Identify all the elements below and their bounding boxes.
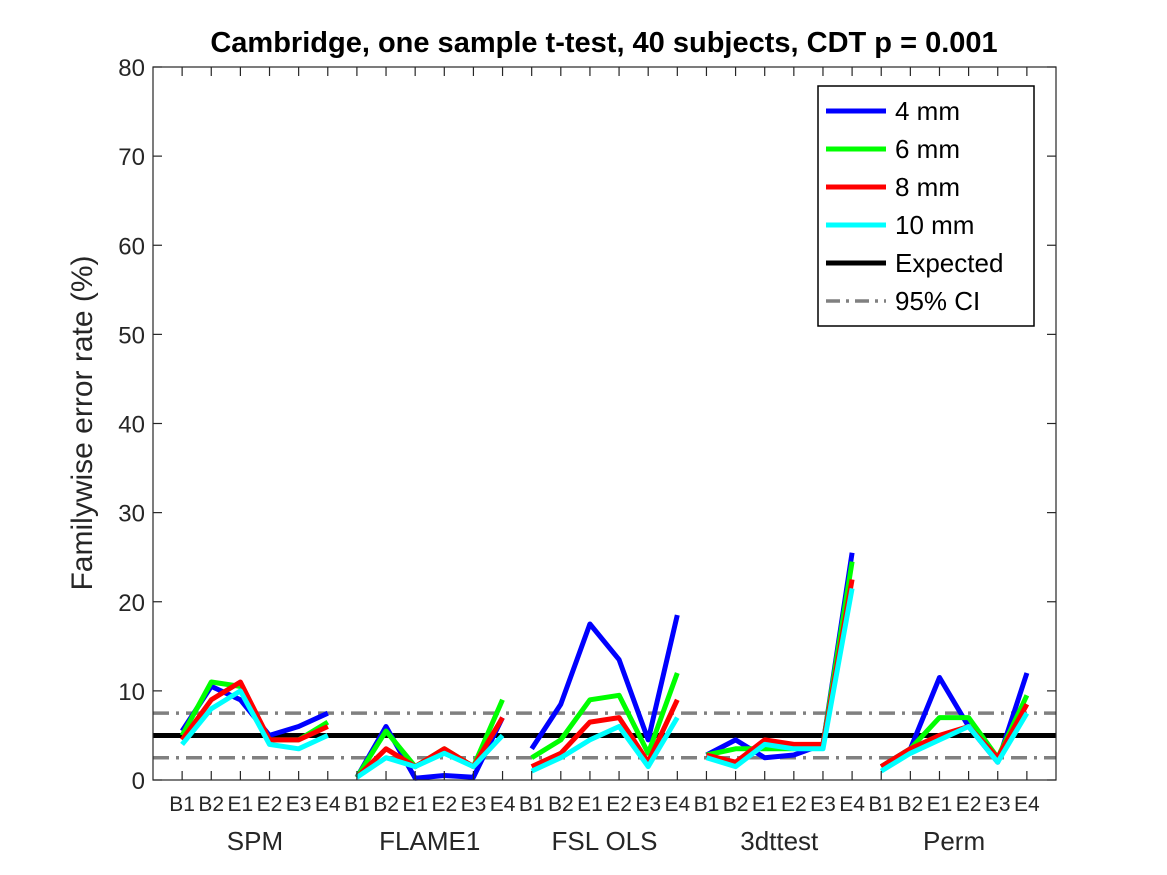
x-tick-label-18: B1 [694,793,720,816]
legend-label-1: 6 mm [895,134,960,164]
x-tick-label-21: E2 [781,793,807,816]
x-tick-label-24: B1 [868,793,894,816]
series-line-3-group-3 [705,587,855,770]
x-tick-label-8: E1 [402,793,428,816]
group-label-3: 3dttest [740,826,819,856]
series-line-3-group-0 [180,688,329,752]
y-tick-label-4: 40 [118,412,145,439]
axes [152,66,1057,781]
x-tick-label-10: E3 [461,793,487,816]
x-tick-label-14: E1 [577,793,603,816]
y-axis-label: Familywise error rate (%) [66,255,99,590]
x-tick-label-3: E2 [257,793,283,816]
x-tick-label-13: B2 [548,793,574,816]
series-line-3-group-1 [355,733,505,780]
x-tick-label-25: B2 [898,793,924,816]
x-tick-label-12: B1 [519,793,545,816]
series-line-3-group-4 [879,711,1030,774]
y-tick-label-0: 0 [132,768,145,795]
series-line-1-group-2 [530,672,680,760]
legend-label-0: 4 mm [895,96,960,126]
x-tick-label-20: E1 [752,793,778,816]
x-tick-label-22: E3 [810,793,836,816]
x-tick-label-16: E3 [635,793,661,816]
x-tick-label-23: E4 [839,793,865,816]
x-tick-label-4: E3 [286,793,312,816]
x-tick-label-1: B2 [198,793,224,816]
x-tick-label-15: E2 [606,793,632,816]
group-label-1: FLAME1 [379,826,480,856]
y-tick-label-1: 10 [118,679,145,706]
chart-title: Cambridge, one sample t-test, 40 subject… [210,27,997,59]
series-line-0-group-2 [529,614,680,751]
legend-box [817,85,1035,327]
x-tick-label-5: E4 [315,793,341,816]
series-line-3-group-2 [530,716,680,774]
y-tick-label-2: 20 [118,590,145,617]
x-tick-label-17: E4 [664,793,690,816]
y-tick-label-3: 30 [118,501,145,528]
x-tick-label-2: E1 [228,793,254,816]
group-label-4: Perm [923,826,985,856]
x-tick-label-29: E4 [1014,793,1040,816]
legend-label-4: Expected [895,248,1003,278]
y-tick-label-8: 80 [118,55,145,82]
x-tick-label-11: E4 [490,793,516,816]
x-tick-label-9: E2 [431,793,457,816]
y-tick-label-5: 50 [118,322,145,349]
legend-label-5: 95% CI [895,286,980,316]
x-tick-label-26: E1 [927,793,953,816]
x-tick-label-0: B1 [169,793,195,816]
x-tick-label-27: E2 [956,793,982,816]
group-label-0: SPM [227,826,283,856]
group-label-2: FSL OLS [552,826,658,856]
y-tick-label-7: 70 [118,144,145,171]
series-lines [179,552,1030,781]
legend-label-2: 8 mm [895,172,960,202]
legend: 4 mm 6 mm 8 mm 10 mm Expected 95% CI [817,85,1035,327]
x-tick-label-19: B2 [723,793,749,816]
legend-label-3: 10 mm [895,210,974,240]
x-tick-label-28: E3 [985,793,1011,816]
y-tick-label-6: 60 [118,233,145,260]
x-tick-label-7: B2 [373,793,399,816]
series-line-2-group-0 [180,679,329,743]
x-tick-label-6: B1 [344,793,370,816]
series-line-2-group-2 [530,698,680,769]
